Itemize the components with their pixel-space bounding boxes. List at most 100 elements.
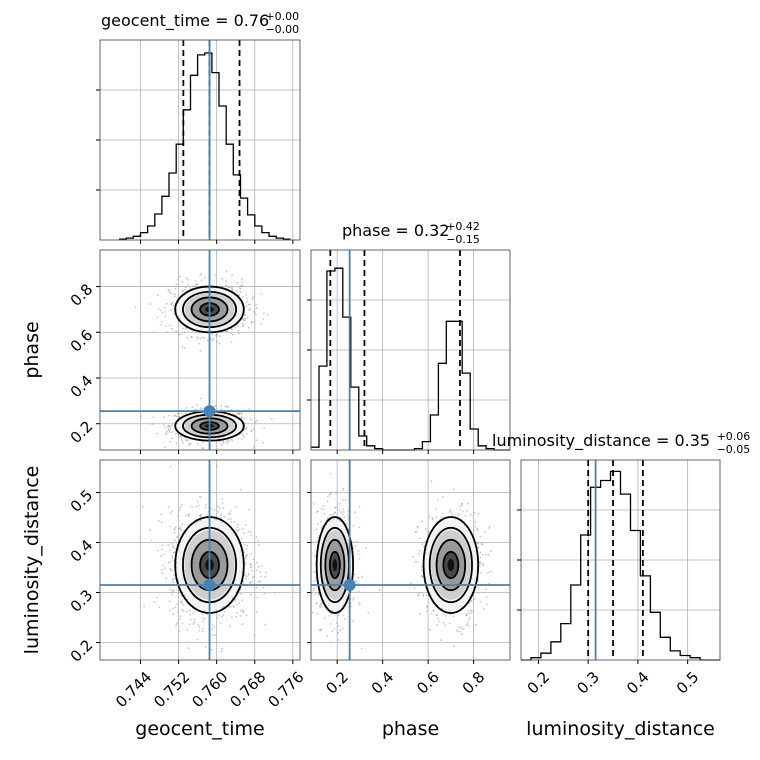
sample-point [259, 580, 262, 583]
sample-point [328, 514, 331, 516]
y-axis-label: luminosity_distance [21, 466, 43, 655]
sample-point [237, 438, 240, 440]
sample-point [479, 561, 482, 563]
sample-point [240, 412, 243, 414]
sample-point [365, 547, 367, 550]
sample-point [265, 571, 267, 574]
sample-point [440, 516, 443, 519]
sample-point [483, 608, 485, 610]
sample-point [314, 580, 316, 582]
sample-point [197, 623, 200, 626]
sample-point [203, 337, 206, 340]
sample-point [329, 641, 332, 644]
sample-point [459, 626, 462, 628]
title-lower-error: −0.00 [265, 23, 299, 36]
sample-point [169, 428, 172, 431]
panel-frame [99, 459, 301, 661]
sample-point [323, 512, 326, 515]
sample-point [199, 519, 202, 522]
sample-point [453, 645, 455, 647]
sample-point [204, 618, 207, 620]
sample-point [241, 281, 244, 284]
sample-point [166, 331, 169, 333]
sample-point [332, 513, 335, 516]
sample-point [177, 433, 180, 436]
sample-point [240, 278, 243, 281]
sample-point [171, 292, 174, 295]
sample-point [164, 567, 166, 570]
sample-point [211, 339, 214, 342]
sample-point [225, 280, 228, 283]
sample-point [262, 586, 265, 589]
sample-point [413, 587, 416, 590]
sample-point [255, 610, 258, 613]
sample-point [202, 627, 204, 630]
sample-point [153, 600, 156, 603]
sample-point [156, 596, 159, 599]
sample-point [479, 551, 482, 554]
sample-point [236, 603, 238, 606]
sample-point [181, 523, 184, 525]
sample-point [188, 442, 191, 445]
sample-point [165, 577, 168, 580]
sample-point [173, 574, 175, 577]
sample-point [461, 633, 463, 636]
sample-point [354, 545, 357, 547]
sample-point [178, 618, 181, 620]
title-lower-error: −0.15 [446, 233, 480, 246]
sample-point [329, 492, 332, 495]
y-tick-label: 0.5 [67, 486, 97, 516]
sample-point [241, 609, 244, 612]
sample-point [174, 293, 176, 296]
sample-point [243, 314, 246, 316]
sample-point [415, 530, 418, 533]
sample-point [247, 530, 250, 533]
sample-point [189, 287, 192, 290]
sample-point [173, 527, 176, 530]
sample-point [163, 424, 165, 427]
y-tick-label: 0.2 [67, 417, 97, 447]
sample-point [250, 570, 253, 572]
sample-point [244, 318, 247, 320]
sample-point [217, 510, 220, 513]
sample-point [193, 618, 196, 621]
sample-point [161, 548, 164, 551]
sample-point [459, 505, 461, 508]
sample-point [165, 302, 168, 305]
sample-point [487, 527, 490, 529]
sample-point [202, 447, 205, 449]
sample-point [250, 430, 253, 433]
sample-point [161, 311, 164, 314]
sample-point [337, 614, 340, 617]
sample-point [313, 555, 316, 558]
sample-point [181, 440, 184, 443]
title-upper-error: +0.42 [446, 220, 480, 233]
sample-point [341, 627, 344, 630]
sample-point [245, 432, 248, 435]
sample-point [196, 500, 199, 503]
sample-point [435, 516, 438, 519]
sample-point [170, 309, 173, 312]
sample-point [196, 638, 199, 641]
sample-point [487, 553, 490, 556]
sample-point [263, 427, 266, 430]
sample-point [250, 593, 253, 596]
sample-point [235, 528, 238, 531]
sample-point [235, 414, 237, 416]
sample-point [250, 322, 253, 324]
sample-point [169, 525, 172, 528]
sample-point [329, 472, 332, 475]
sample-point [237, 523, 239, 526]
sample-point [174, 295, 176, 298]
sample-point [196, 404, 199, 406]
sample-point [245, 427, 247, 430]
sample-point [322, 505, 325, 507]
sample-point [176, 537, 179, 539]
sample-point [226, 405, 229, 408]
sample-point [426, 610, 428, 613]
sample-point [430, 612, 433, 615]
sample-point [257, 580, 260, 583]
sample-point [185, 276, 188, 279]
sample-point [262, 318, 264, 320]
sample-point [312, 589, 315, 592]
